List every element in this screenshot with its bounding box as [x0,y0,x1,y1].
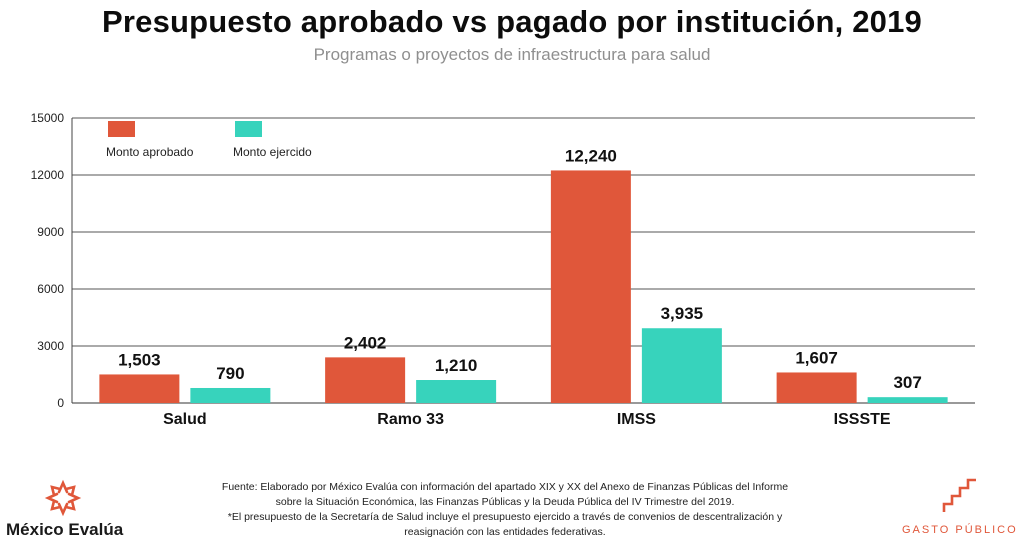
source-note: Fuente: Elaborado por México Evalúa con … [180,480,830,540]
y-tick-label: 12000 [31,168,65,182]
x-tick-label: ISSSTE [834,411,891,428]
bar [776,372,857,403]
bar [641,328,722,403]
bar [325,357,406,403]
y-tick-label: 9000 [37,225,64,239]
source-line-1: Fuente: Elaborado por México Evalúa con … [221,481,789,493]
bar [867,397,948,403]
bar [550,170,631,403]
bar [416,380,497,403]
x-tick-label: Ramo 33 [377,411,444,428]
x-tick-label: Salud [163,411,207,428]
source-line-2: sobre la Situación Económica, las Finanz… [275,496,735,508]
legend-label: Monto aprobado [106,145,194,159]
y-tick-label: 15000 [31,111,65,125]
bar-chart: 0 3000 6000 9000 12000 15000 1,503 790 Salud 2,40… [31,111,975,428]
legend-swatch [235,121,262,137]
data-label: 790 [216,364,244,383]
x-tick-label: IMSS [617,411,656,428]
mexico-evalua-star-logo-icon [44,479,82,517]
data-label: 1,210 [435,356,478,375]
gasto-publico-steps-logo-icon [942,478,976,512]
note-line-2: reasignación con las entidades federativ… [404,526,606,538]
data-label: 12,240 [565,146,617,165]
y-tick-label: 3000 [37,339,64,353]
data-label: 3,935 [661,304,704,323]
y-tick-label: 6000 [37,282,64,296]
gasto-publico-logo: GASTO PÚBLICO [890,476,1020,546]
note-line-1: *El presupuesto de la Secretaría de Salu… [227,511,783,523]
legend-swatch [108,121,135,137]
bar [190,387,271,403]
y-tick-label: 0 [57,396,64,410]
bar [99,374,180,403]
data-label: 1,503 [118,350,161,369]
mexico-evalua-logo-text: México Evalúa [6,520,124,539]
data-label: 307 [893,373,921,392]
chart-subtitle: Programas o proyectos de infraestructura… [313,45,711,64]
data-label: 2,402 [344,333,387,352]
chart-title: Presupuesto aprobado vs pagado por insti… [101,4,922,39]
mexico-evalua-logo: México Evalúa [6,476,136,546]
data-label: 1,607 [795,348,838,367]
gasto-publico-logo-text: GASTO PÚBLICO [902,524,1018,536]
legend-label: Monto ejercido [233,145,312,159]
